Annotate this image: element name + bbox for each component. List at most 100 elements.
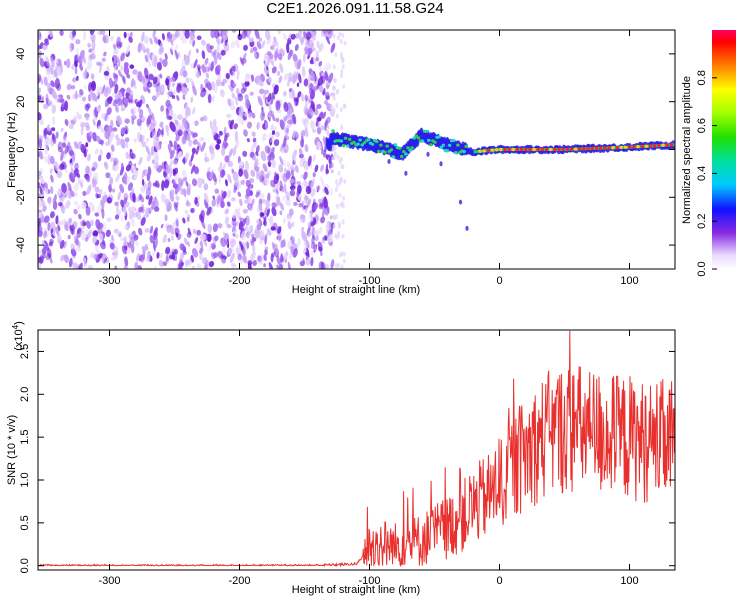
noise-speckle [185, 201, 191, 207]
noise-speckle [151, 200, 156, 210]
noise-speckle [149, 37, 153, 45]
signal-core [339, 139, 344, 143]
noise-speckle [309, 212, 314, 222]
noise-speckle [153, 137, 158, 146]
noise-speckle [291, 222, 294, 227]
noise-speckle [235, 96, 238, 106]
noise-speckle [237, 180, 242, 190]
noise-speckle [38, 198, 43, 208]
signal-peak [528, 147, 532, 152]
noise-speckle [301, 231, 308, 242]
noise-speckle [39, 168, 44, 173]
noise-speckle [285, 169, 291, 179]
signal-core [362, 141, 367, 145]
noise-speckle [55, 215, 59, 225]
noise-speckle [173, 140, 179, 151]
noise-speckle [254, 51, 257, 59]
noise-speckle [84, 104, 89, 112]
noise-speckle [339, 202, 343, 208]
noise-speckle [161, 180, 165, 191]
noise-speckle [186, 187, 191, 196]
noise-speckle [59, 240, 65, 249]
noise-speckle [122, 206, 127, 216]
noise-speckle [94, 148, 99, 155]
noise-speckle [64, 118, 69, 126]
noise-speckle [334, 179, 338, 185]
noise-speckle [283, 90, 287, 97]
noise-speckle [138, 156, 143, 166]
noise-speckle [263, 263, 266, 268]
noise-speckle [43, 156, 49, 164]
noise-speckle [151, 251, 156, 256]
y-tick-label: 0.0 [19, 558, 31, 573]
noise-speckle [341, 58, 345, 64]
noise-speckle [108, 184, 112, 193]
x-tick-label: -200 [228, 275, 250, 287]
noise-speckle [114, 65, 117, 72]
noise-speckle [163, 171, 167, 178]
noise-speckle [330, 169, 335, 174]
noise-speckle [182, 94, 186, 100]
noise-speckle [52, 116, 56, 126]
noise-speckle [280, 253, 283, 264]
noise-speckle [227, 173, 232, 184]
noise-speckle [215, 143, 221, 150]
noise-speckle [50, 186, 54, 195]
noise-speckle [165, 246, 171, 255]
noise-speckle [201, 50, 206, 60]
noise-speckle [124, 118, 130, 124]
noise-speckle [266, 50, 272, 56]
noise-speckle [59, 98, 65, 103]
noise-speckle [130, 243, 135, 254]
noise-speckle [212, 223, 219, 233]
noise-speckle [78, 56, 83, 66]
y-tick-label: 2.0 [19, 387, 31, 402]
noise-speckle [243, 129, 248, 137]
noise-speckle [254, 228, 260, 239]
noise-speckle [181, 189, 187, 196]
noise-speckle [273, 139, 280, 147]
noise-speckle [41, 248, 46, 259]
noise-speckle [109, 242, 115, 250]
noise-speckle [256, 41, 262, 50]
noise-speckle [134, 261, 139, 269]
signal-peak [544, 147, 549, 152]
noise-speckle [283, 101, 289, 112]
signal-core [375, 140, 379, 144]
noise-speckle [55, 226, 60, 236]
noise-speckle [292, 248, 298, 258]
noise-speckle [160, 83, 165, 94]
noise-speckle [146, 116, 151, 128]
noise-speckle [315, 120, 319, 127]
signal-peak [549, 147, 553, 152]
noise-speckle [331, 85, 335, 91]
noise-speckle [232, 213, 237, 219]
noise-speckle [264, 89, 269, 95]
noise-speckle [192, 107, 196, 115]
noise-speckle [251, 234, 255, 239]
noise-speckle [241, 217, 247, 228]
noise-speckle [230, 41, 236, 49]
noise-speckle [277, 226, 282, 234]
noise-speckle [206, 43, 212, 53]
noise-speckle [123, 174, 128, 185]
noise-speckle [169, 121, 176, 132]
noise-speckle [69, 42, 74, 53]
noise-speckle [216, 194, 221, 203]
noise-speckle [217, 223, 223, 229]
noise-speckle [240, 244, 246, 256]
noise-speckle [286, 161, 292, 171]
noise-speckle [237, 253, 242, 261]
noise-speckle [68, 124, 74, 130]
noise-speckle [66, 94, 71, 100]
noise-speckle [113, 161, 119, 172]
noise-speckle [170, 48, 174, 56]
noise-speckle [318, 226, 323, 236]
noise-speckle [204, 192, 209, 204]
noise-speckle [196, 35, 202, 41]
noise-speckle [249, 91, 254, 96]
noise-speckle [79, 89, 84, 96]
spectrogram-xlabel: Height of straight line (km) [292, 284, 420, 296]
noise-speckle [152, 182, 158, 187]
noise-speckle [144, 35, 149, 44]
